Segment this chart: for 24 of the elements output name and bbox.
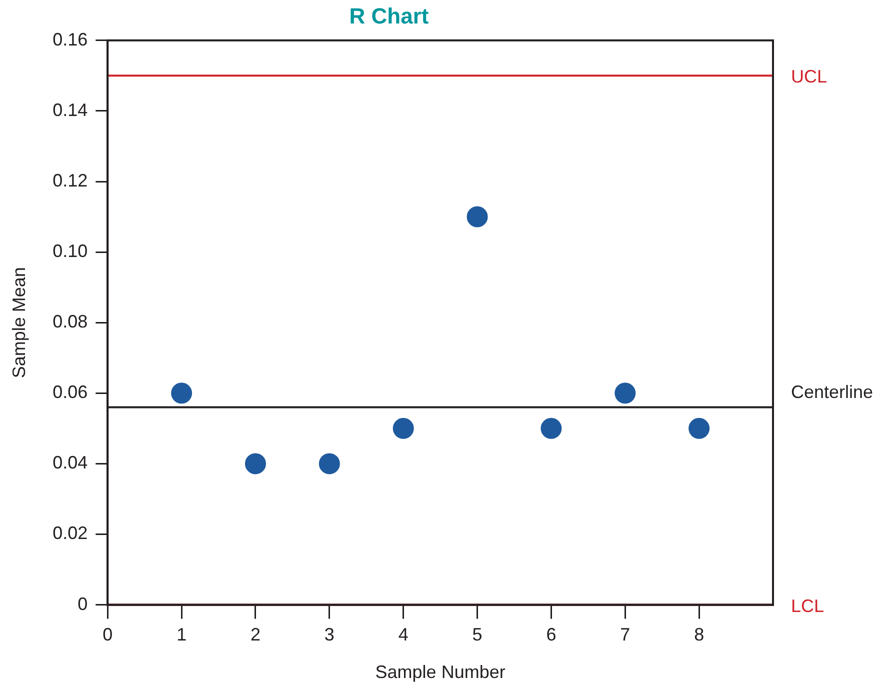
x-tick-label: 6 (546, 624, 556, 645)
ref-line-label: LCL (791, 596, 824, 616)
chart-title: R Chart (349, 3, 430, 28)
y-tick-label: 0.02 (52, 523, 88, 544)
y-tick-label: 0.04 (52, 452, 88, 473)
y-tick-label: 0 (78, 594, 88, 614)
y-tick-label: 0.16 (52, 29, 88, 50)
y-tick-label: 0.08 (52, 312, 88, 332)
x-tick-label: 0 (102, 624, 113, 645)
y-tick-label: 0.10 (52, 241, 88, 262)
ref-line-label: Centerline (791, 382, 874, 402)
x-tick-label: 1 (176, 624, 187, 645)
y-tick-label: 0.06 (52, 382, 88, 402)
x-tick-label: 2 (250, 624, 260, 645)
x-tick-label: 8 (694, 624, 704, 645)
x-axis-title: Sample Number (375, 662, 506, 682)
y-tick-label: 0.14 (52, 100, 88, 120)
x-tick-label: 4 (398, 624, 408, 645)
x-tick-label: 7 (620, 624, 630, 645)
y-tick-label: 0.12 (52, 170, 88, 190)
x-tick-label: 3 (324, 624, 334, 645)
y-axis-title: Sample Mean (8, 267, 29, 378)
ref-line-label: UCL (791, 66, 828, 87)
x-tick-label: 5 (472, 624, 482, 645)
